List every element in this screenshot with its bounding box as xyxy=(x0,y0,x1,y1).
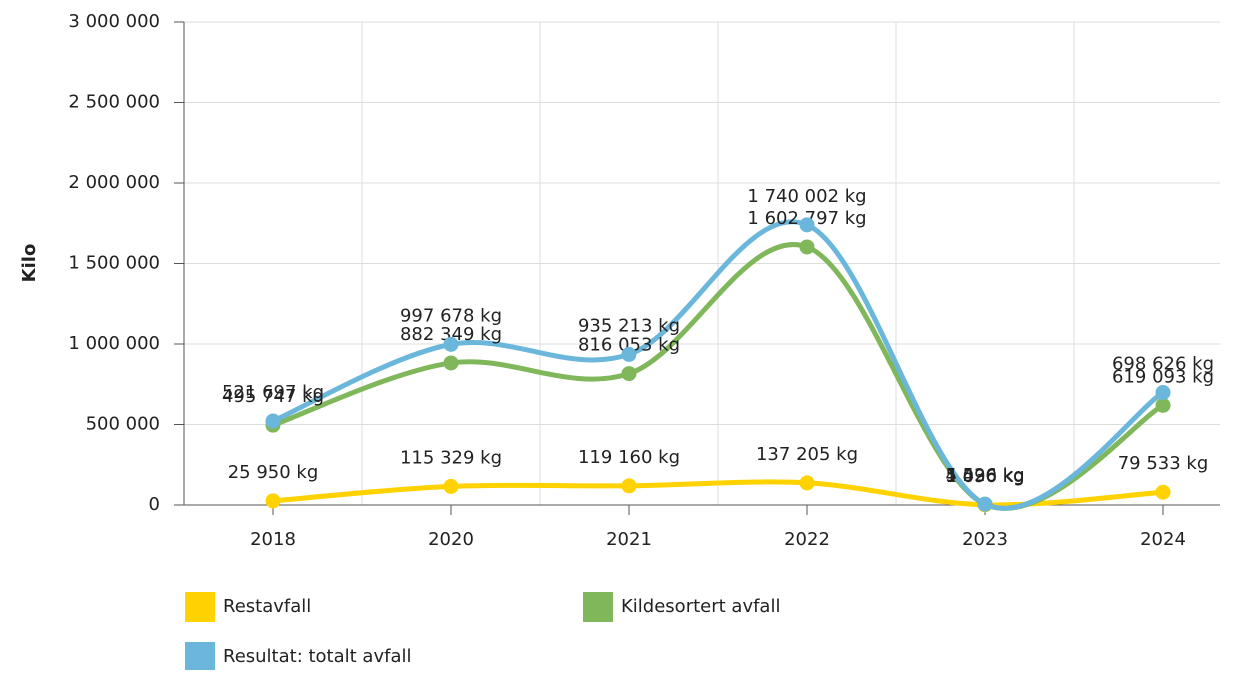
y-tick-label: 0 xyxy=(149,494,160,515)
data-label: 495 747 kg xyxy=(222,386,324,407)
data-label: 619 093 kg xyxy=(1112,366,1214,387)
data-point xyxy=(621,346,637,362)
data-label: 119 160 kg xyxy=(578,447,680,468)
data-label: 5 526 kg xyxy=(945,465,1024,486)
x-tick-label: 2023 xyxy=(962,529,1008,550)
y-tick-label: 1 500 000 xyxy=(68,253,160,274)
legend-label: Kildesortert avfall xyxy=(621,596,780,617)
y-tick-label: 3 000 000 xyxy=(68,11,160,32)
data-label: 1 096 kg xyxy=(945,466,1024,487)
legend-label: Resultat: totalt avfall xyxy=(223,646,411,667)
data-label: 4 430 kg xyxy=(945,465,1024,486)
data-label: 997 678 kg xyxy=(400,305,502,326)
data-label: 521 697 kg xyxy=(222,382,324,403)
data-point xyxy=(443,355,459,371)
data-label: 115 329 kg xyxy=(400,447,502,468)
series-line xyxy=(272,219,1165,511)
data-label: 816 053 kg xyxy=(578,335,680,356)
y-axis-label: Kilo xyxy=(19,244,40,283)
data-point xyxy=(265,493,281,509)
data-point xyxy=(621,478,637,494)
data-point xyxy=(265,413,281,429)
data-point xyxy=(1155,484,1171,500)
data-label: 1 740 002 kg xyxy=(747,186,866,207)
data-point xyxy=(621,366,637,382)
data-point xyxy=(443,336,459,352)
data-label: 137 205 kg xyxy=(756,444,858,465)
y-tick-label: 2 000 000 xyxy=(68,172,160,193)
data-label: 79 533 kg xyxy=(1118,453,1209,474)
data-point xyxy=(443,478,459,494)
x-tick-label: 2021 xyxy=(606,529,652,550)
y-tick-label: 2 500 000 xyxy=(68,92,160,113)
data-point xyxy=(799,475,815,491)
data-point xyxy=(977,496,993,512)
data-label: 882 349 kg xyxy=(400,324,502,345)
data-label: 698 626 kg xyxy=(1112,354,1214,375)
data-label: 935 213 kg xyxy=(578,315,680,336)
legend-swatch xyxy=(185,642,215,672)
x-tick-label: 2020 xyxy=(428,529,474,550)
data-point xyxy=(1155,397,1171,413)
data-point xyxy=(1155,385,1171,401)
y-tick-label: 500 000 xyxy=(86,414,160,435)
series-line xyxy=(272,479,1164,508)
legend-label: Restavfall xyxy=(223,596,311,617)
legend-swatch xyxy=(185,592,215,622)
y-tick-label: 1 000 000 xyxy=(68,333,160,354)
x-tick-label: 2022 xyxy=(784,529,830,550)
data-label: 25 950 kg xyxy=(228,462,319,483)
x-tick-label: 2024 xyxy=(1140,529,1186,550)
x-tick-label: 2018 xyxy=(250,529,296,550)
data-point xyxy=(799,239,815,255)
legend-swatch xyxy=(583,592,613,622)
data-point xyxy=(799,217,815,233)
